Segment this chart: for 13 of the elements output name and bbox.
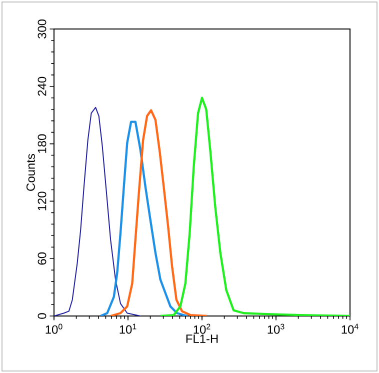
x-axis-title: FL1-H: [186, 334, 218, 343]
y-tick-label: 300: [38, 19, 46, 39]
x-tick-label: 10$^{2}$: [194, 324, 210, 334]
y-tick-label: 240: [38, 76, 46, 96]
y-tick-label: 120: [38, 192, 46, 210]
y-tick-label: 60: [38, 252, 46, 265]
x-tick-label: 10$^{0}$: [46, 324, 62, 334]
x-tick-label: 10$^{3}$: [268, 324, 284, 334]
y-tick-label: 180: [38, 134, 46, 153]
x-tick-label: 10$^{4}$: [342, 324, 358, 334]
y-axis-title: Counts: [26, 154, 35, 191]
y-tick-label: 0: [38, 313, 46, 319]
x-tick-label: 10$^{1}$: [120, 324, 136, 334]
